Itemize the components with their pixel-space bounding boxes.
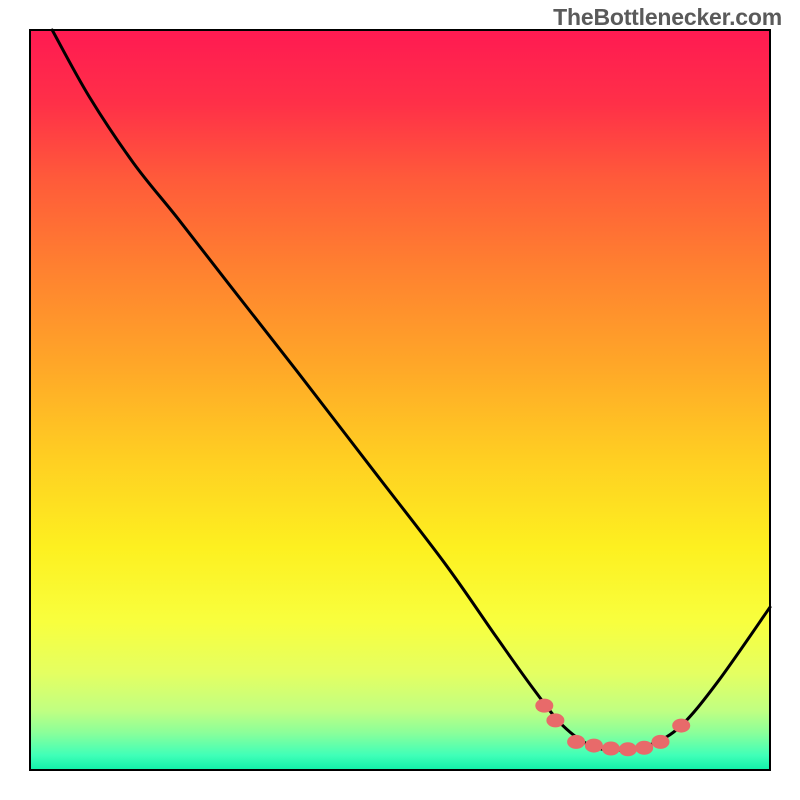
curve-marker [567,735,585,749]
curve-marker [619,742,637,756]
chart-container: TheBottlenecker.com [0,0,800,800]
gradient-background [30,30,770,770]
curve-marker [602,742,620,756]
curve-marker [535,699,553,713]
curve-marker [672,719,690,733]
curve-marker [585,739,603,753]
curve-marker [635,741,653,755]
curve-marker [546,713,564,727]
watermark-text: TheBottlenecker.com [553,4,782,31]
curve-marker [651,735,669,749]
chart-svg [0,0,800,800]
